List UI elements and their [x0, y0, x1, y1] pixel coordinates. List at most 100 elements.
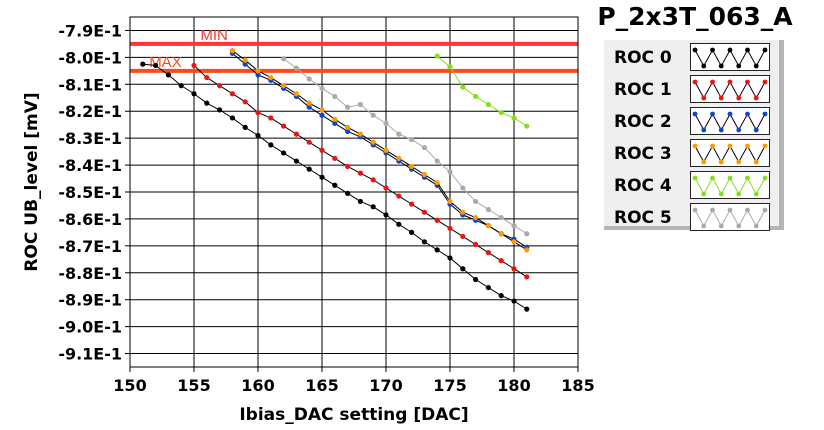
legend-swatch-marker [718, 159, 724, 165]
max-reference-label: MAX [149, 54, 182, 71]
data-point [306, 139, 312, 145]
legend-swatch-marker [753, 159, 759, 165]
legend-label: ROC 1 [614, 80, 672, 100]
data-point [447, 64, 453, 70]
data-point [409, 136, 415, 143]
data-point [332, 155, 338, 161]
data-point [447, 255, 453, 261]
x-axis-title: Ibias_DAC setting [DAC] [239, 405, 468, 425]
legend-swatch-marker [745, 111, 750, 117]
data-point [498, 293, 504, 299]
data-point [485, 101, 491, 108]
data-point [473, 214, 479, 221]
data-point [242, 57, 248, 63]
legend-swatch-marker [718, 95, 724, 101]
legend-swatch-marker [701, 191, 707, 197]
data-point [409, 163, 415, 170]
data-point [370, 204, 376, 210]
y-axis-title: ROC UB_level [mV] [22, 92, 42, 271]
x-tick-label: 165 [305, 376, 338, 395]
data-point [511, 239, 517, 245]
legend-swatch-marker [727, 175, 733, 181]
legend-swatch-marker [718, 127, 724, 133]
legend-item: ROC 3 [604, 138, 784, 168]
legend-swatch-marker [701, 127, 707, 133]
data-point [383, 212, 389, 218]
legend-swatch [690, 203, 770, 231]
legend-swatch-marker [701, 95, 707, 101]
data-point [460, 185, 466, 191]
legend-swatch-marker [692, 175, 698, 181]
x-tick-label: 160 [241, 376, 274, 395]
legend-swatch-marker [745, 143, 750, 149]
legend-swatch-marker [745, 175, 750, 181]
data-point [434, 247, 440, 253]
series-group [140, 48, 530, 312]
legend-swatch [690, 75, 770, 103]
data-point [485, 249, 491, 256]
legend-swatch-marker [710, 207, 715, 213]
data-point [306, 76, 312, 82]
legend-swatch [690, 107, 770, 135]
data-point [268, 115, 274, 121]
legend-swatch-marker [753, 95, 759, 101]
data-point [357, 198, 363, 205]
legend-swatch-marker [692, 79, 698, 85]
legend-swatch-marker [736, 159, 742, 165]
data-point [281, 56, 287, 62]
data-point [434, 179, 440, 186]
data-point [370, 139, 376, 145]
legend-swatch-marker [736, 63, 742, 69]
data-point [357, 101, 363, 108]
data-point [421, 144, 427, 151]
x-tick-label: 150 [113, 376, 146, 395]
data-point [524, 123, 530, 129]
data-point [345, 128, 351, 135]
data-point [370, 112, 376, 118]
data-point [421, 239, 427, 245]
data-point [204, 74, 210, 81]
series-roc-4 [434, 53, 530, 129]
data-point [255, 72, 261, 78]
reference-lines: MIN MAX [130, 27, 578, 73]
data-point [268, 142, 274, 148]
legend-swatch-line [694, 80, 766, 100]
legend-label: ROC 3 [614, 144, 672, 164]
legend-swatch-marker [736, 127, 742, 133]
legend-swatch-marker [745, 79, 750, 85]
data-point [396, 193, 402, 199]
legend-label: ROC 2 [614, 112, 672, 132]
data-point [396, 155, 402, 161]
series-line [232, 50, 528, 251]
data-point [473, 198, 479, 205]
legend-swatch-marker [692, 143, 698, 149]
y-tick-label: -8.1E-1 [58, 75, 122, 94]
data-point [370, 177, 376, 183]
data-point [293, 65, 299, 71]
legend-swatch-line [694, 112, 766, 132]
x-tick-label: 175 [433, 376, 466, 395]
data-point [281, 150, 287, 156]
legend-label: ROC 0 [614, 48, 672, 68]
data-point [409, 229, 415, 235]
data-point [383, 120, 389, 126]
series-roc-0 [140, 61, 530, 312]
data-point [281, 83, 287, 89]
series-line [232, 52, 528, 248]
series-roc-1 [191, 62, 530, 280]
legend-swatch-marker [753, 63, 759, 69]
y-tick-label: -8.4E-1 [58, 156, 122, 175]
data-point [511, 266, 517, 272]
data-point [473, 276, 479, 283]
x-tick-label: 180 [497, 376, 530, 395]
legend-swatch-marker [692, 207, 698, 213]
legend-swatch-marker [736, 191, 742, 197]
data-point [447, 169, 453, 175]
legend-swatch-marker [762, 111, 768, 117]
y-tick-label: -8.7E-1 [58, 237, 122, 256]
legend-swatch-marker [762, 79, 768, 85]
legend-swatch-marker [727, 207, 733, 213]
data-point [319, 85, 325, 91]
data-point [242, 124, 248, 130]
legend-swatch-marker [762, 175, 768, 181]
